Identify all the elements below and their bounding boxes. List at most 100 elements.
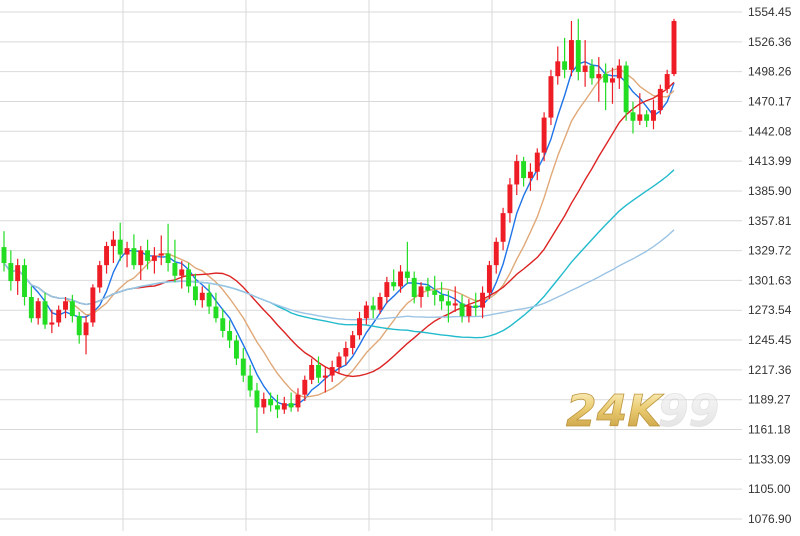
- candle: [486, 260, 492, 300]
- candle: [411, 271, 417, 304]
- y-tick-label: 1385.90: [748, 184, 792, 198]
- y-tick-label: 1498.26: [748, 65, 792, 79]
- candle: [370, 297, 376, 319]
- candle-body: [213, 306, 219, 319]
- candle-body: [104, 246, 110, 266]
- watermark-99: 99: [658, 386, 719, 437]
- candle-body: [69, 301, 75, 317]
- candle: [651, 99, 656, 130]
- candle-body: [596, 74, 602, 79]
- candle: [616, 59, 622, 89]
- candle: [227, 320, 233, 348]
- y-tick-label: 1413.99: [748, 154, 792, 168]
- candle: [288, 392, 294, 412]
- candle: [268, 392, 274, 412]
- candle: [637, 93, 643, 126]
- candle: [192, 273, 198, 306]
- candle: [521, 156, 527, 187]
- candle-body: [480, 292, 486, 308]
- candle: [562, 37, 568, 79]
- candle-body: [302, 379, 308, 395]
- candle-body: [452, 303, 458, 306]
- y-tick-label: 1554.45: [748, 5, 792, 19]
- candle-body: [322, 375, 328, 378]
- candle-body: [76, 316, 82, 336]
- candle: [630, 101, 636, 134]
- candle-body: [439, 294, 445, 302]
- candle: [548, 69, 554, 126]
- candle-body: [172, 263, 178, 276]
- candle-body: [514, 161, 520, 185]
- candle-body: [240, 358, 246, 376]
- candle-body: [473, 305, 479, 308]
- candle-body: [316, 364, 321, 378]
- candle: [568, 20, 574, 77]
- candle: [432, 275, 438, 306]
- candle-body: [603, 74, 609, 83]
- candle: [459, 294, 465, 323]
- candle-body: [363, 305, 369, 319]
- candle: [145, 239, 151, 270]
- candle-body: [404, 271, 410, 278]
- candle-body: [261, 398, 267, 408]
- candle: [76, 311, 82, 344]
- candle: [97, 260, 103, 293]
- candle: [452, 286, 458, 312]
- candle: [69, 294, 75, 323]
- candle-body: [562, 61, 568, 70]
- candle: [49, 309, 55, 334]
- candle: [398, 265, 403, 293]
- candle-body: [610, 78, 615, 83]
- candle-body: [644, 114, 650, 121]
- candle-body: [651, 110, 656, 121]
- candle: [172, 239, 178, 283]
- candle-body: [343, 347, 349, 357]
- candle-body: [145, 250, 151, 261]
- candle: [295, 388, 301, 412]
- candle: [1, 231, 7, 272]
- candle-body: [227, 330, 233, 341]
- candle-body: [186, 269, 192, 287]
- y-tick-label: 1273.54: [748, 303, 792, 317]
- y-tick-label: 1357.81: [748, 214, 792, 228]
- y-tick-label: 1329.72: [748, 244, 792, 258]
- candle-body: [657, 88, 663, 111]
- candle: [104, 241, 110, 274]
- candle: [596, 57, 602, 102]
- candle-body: [179, 269, 185, 276]
- candle-body: [377, 297, 383, 310]
- candle-body: [568, 40, 574, 70]
- candle: [233, 335, 239, 365]
- candle: [439, 282, 445, 310]
- candle: [473, 292, 479, 317]
- candle-body: [527, 171, 533, 179]
- candle-body: [97, 265, 103, 288]
- y-tick-label: 1105.00: [748, 482, 791, 496]
- candle: [138, 246, 144, 281]
- candle-body: [534, 152, 540, 172]
- candle: [343, 341, 349, 365]
- candle: [124, 241, 130, 268]
- candle-body: [8, 263, 14, 282]
- candle-body: [192, 286, 198, 301]
- candle: [534, 148, 540, 181]
- candle: [418, 282, 424, 308]
- candle: [363, 301, 369, 325]
- candle: [83, 316, 89, 355]
- candle: [514, 154, 520, 196]
- candle: [90, 284, 96, 327]
- y-tick-label: 1442.08: [748, 124, 792, 138]
- candle: [206, 284, 212, 314]
- candle: [391, 269, 397, 291]
- candle-body: [445, 301, 451, 306]
- candle-body: [582, 65, 588, 72]
- candle-body: [288, 403, 294, 408]
- candle-body: [486, 265, 492, 293]
- ma-line-ma10: [3, 67, 675, 398]
- candle-body: [138, 250, 144, 266]
- candle: [240, 347, 246, 382]
- candle-body: [83, 322, 89, 336]
- candle: [302, 375, 308, 402]
- candle-body: [1, 247, 7, 264]
